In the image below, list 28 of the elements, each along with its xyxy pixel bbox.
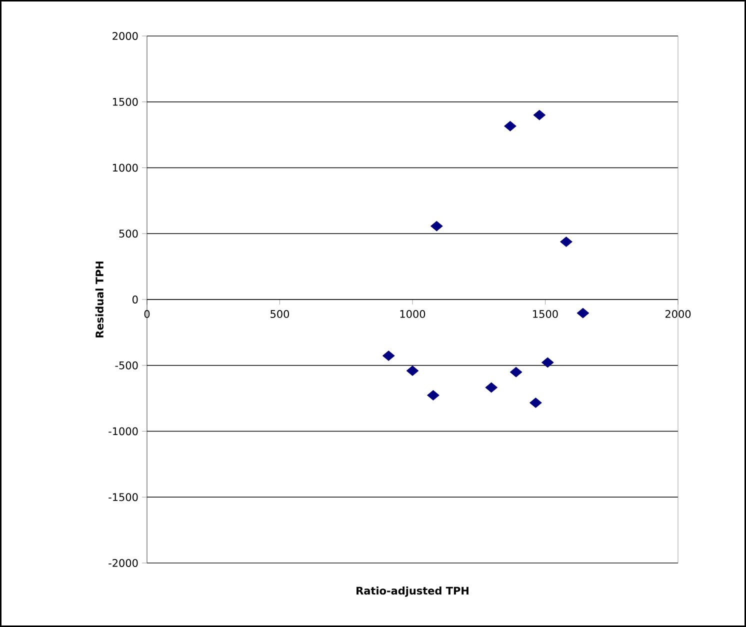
point [406, 366, 419, 376]
point [533, 110, 546, 120]
x-tick-label: 1000 [400, 310, 426, 318]
y-tick-label: 2000 [112, 32, 138, 40]
x-tick-label: 2000 [665, 310, 691, 318]
point [430, 220, 443, 232]
point [427, 390, 440, 400]
x-axis-title: Ratio-adjusted TPH [356, 586, 468, 597]
point [382, 350, 395, 361]
y-tick-label: -500 [115, 361, 138, 370]
x-tick-label: 1500 [533, 310, 558, 318]
y-tick-label: -1500 [108, 493, 138, 502]
y-tick-label: 1000 [113, 164, 138, 172]
point [541, 357, 554, 368]
y-axis-title: Residual TPH [95, 262, 104, 338]
x-tick-label: 0 [144, 310, 150, 318]
y-tick-label: 0 [132, 296, 138, 304]
point [576, 308, 590, 318]
y-tick-label: -2000 [108, 559, 138, 567]
point [504, 120, 516, 132]
y-tick-label: 1500 [113, 98, 138, 106]
point [560, 236, 572, 247]
y-tick-label: -1000 [108, 427, 138, 436]
point [510, 366, 522, 378]
y-tick-label: 500 [119, 230, 138, 238]
point [485, 382, 498, 393]
point [529, 398, 542, 408]
x-tick-label: 500 [270, 310, 290, 318]
